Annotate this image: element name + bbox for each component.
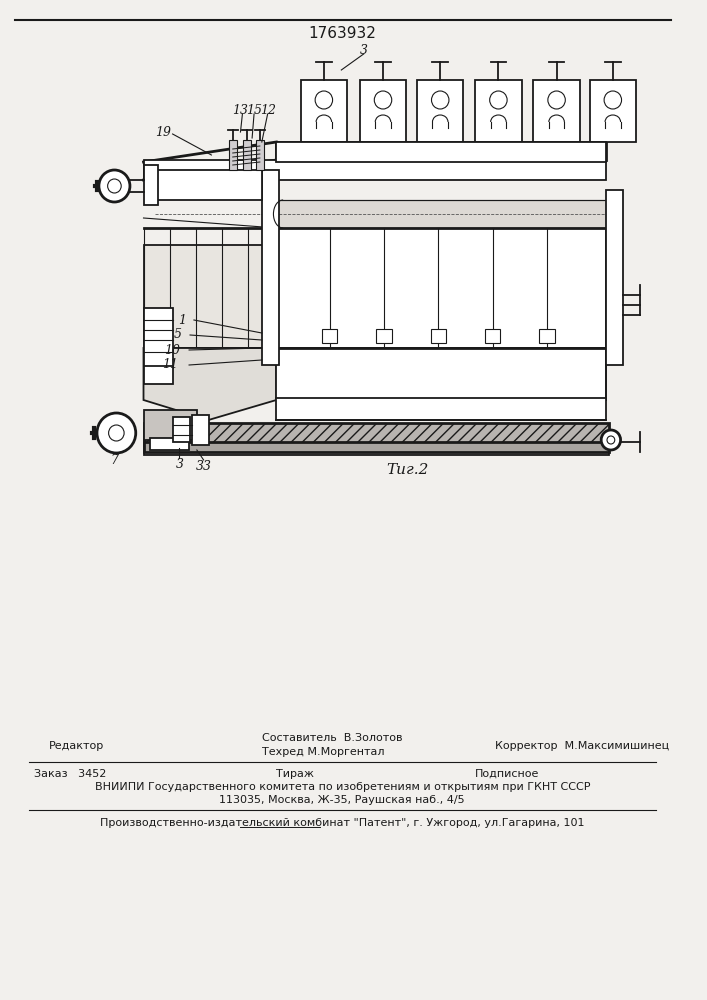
Bar xyxy=(229,140,237,170)
Text: Производственно-издательский комбинат "Патент", г. Ужгород, ул.Гагарина, 101: Производственно-издательский комбинат "П… xyxy=(100,818,585,828)
Bar xyxy=(360,80,407,142)
Text: 15: 15 xyxy=(246,104,262,116)
Text: 3: 3 xyxy=(175,458,183,471)
Text: Техред М.Моргентал: Техред М.Моргентал xyxy=(262,747,385,757)
Circle shape xyxy=(490,91,507,109)
Bar xyxy=(606,190,624,365)
Circle shape xyxy=(99,170,130,202)
Bar xyxy=(485,329,501,343)
Text: 1763932: 1763932 xyxy=(308,26,376,41)
Bar xyxy=(243,140,251,170)
Bar xyxy=(475,80,522,142)
Circle shape xyxy=(315,91,332,109)
Bar xyxy=(533,80,580,142)
Bar xyxy=(192,415,209,445)
Text: 1: 1 xyxy=(178,314,187,326)
Text: 12: 12 xyxy=(259,104,276,116)
Text: Τиг.2: Τиг.2 xyxy=(386,463,428,477)
Bar xyxy=(300,80,347,142)
Bar xyxy=(144,410,197,440)
Bar xyxy=(276,142,606,162)
Text: 3: 3 xyxy=(360,43,368,56)
Text: 7: 7 xyxy=(110,454,118,466)
Circle shape xyxy=(604,91,621,109)
Text: 19: 19 xyxy=(155,125,171,138)
Text: 5: 5 xyxy=(173,328,182,342)
Circle shape xyxy=(431,91,449,109)
Bar xyxy=(276,228,606,348)
Text: Подписное: Подписное xyxy=(475,769,539,779)
Text: 13: 13 xyxy=(233,104,248,116)
Circle shape xyxy=(548,91,566,109)
Bar xyxy=(417,80,464,142)
Bar xyxy=(590,80,636,142)
Circle shape xyxy=(607,436,615,444)
Text: 33: 33 xyxy=(196,460,211,473)
Circle shape xyxy=(374,91,392,109)
Bar xyxy=(144,366,173,384)
Bar xyxy=(173,417,190,442)
Bar xyxy=(151,438,189,450)
Text: Корректор  М.Максимишинец: Корректор М.Максимишинец xyxy=(494,741,669,751)
Bar xyxy=(256,140,264,170)
Bar xyxy=(276,200,606,228)
Bar xyxy=(322,329,337,343)
Bar xyxy=(431,329,446,343)
Text: Заказ   3452: Заказ 3452 xyxy=(34,769,106,779)
Text: Редактор: Редактор xyxy=(49,741,104,751)
Polygon shape xyxy=(144,348,276,420)
Text: Тираж: Тираж xyxy=(276,769,315,779)
Bar xyxy=(144,423,609,445)
Bar xyxy=(144,165,158,205)
Bar xyxy=(144,245,276,365)
Circle shape xyxy=(97,413,136,453)
Text: Составитель  В.Золотов: Составитель В.Золотов xyxy=(262,733,402,743)
Bar xyxy=(376,329,392,343)
Text: 11: 11 xyxy=(162,359,177,371)
Bar xyxy=(144,160,606,180)
Circle shape xyxy=(107,179,121,193)
Bar xyxy=(151,170,262,200)
Bar xyxy=(144,442,609,452)
Bar xyxy=(144,443,609,455)
Circle shape xyxy=(109,425,124,441)
Text: 113035, Москва, Ж-35, Раушская наб., 4/5: 113035, Москва, Ж-35, Раушская наб., 4/5 xyxy=(219,795,465,805)
Bar xyxy=(276,398,606,420)
Circle shape xyxy=(601,430,621,450)
Bar xyxy=(276,142,606,160)
Bar xyxy=(276,348,606,400)
Text: 10: 10 xyxy=(165,344,180,357)
Bar xyxy=(144,308,173,368)
Bar xyxy=(539,329,555,343)
Bar xyxy=(262,170,279,365)
Text: ВНИИПИ Государственного комитета по изобретениям и открытиям при ГКНТ СССР: ВНИИПИ Государственного комитета по изоб… xyxy=(95,782,590,792)
